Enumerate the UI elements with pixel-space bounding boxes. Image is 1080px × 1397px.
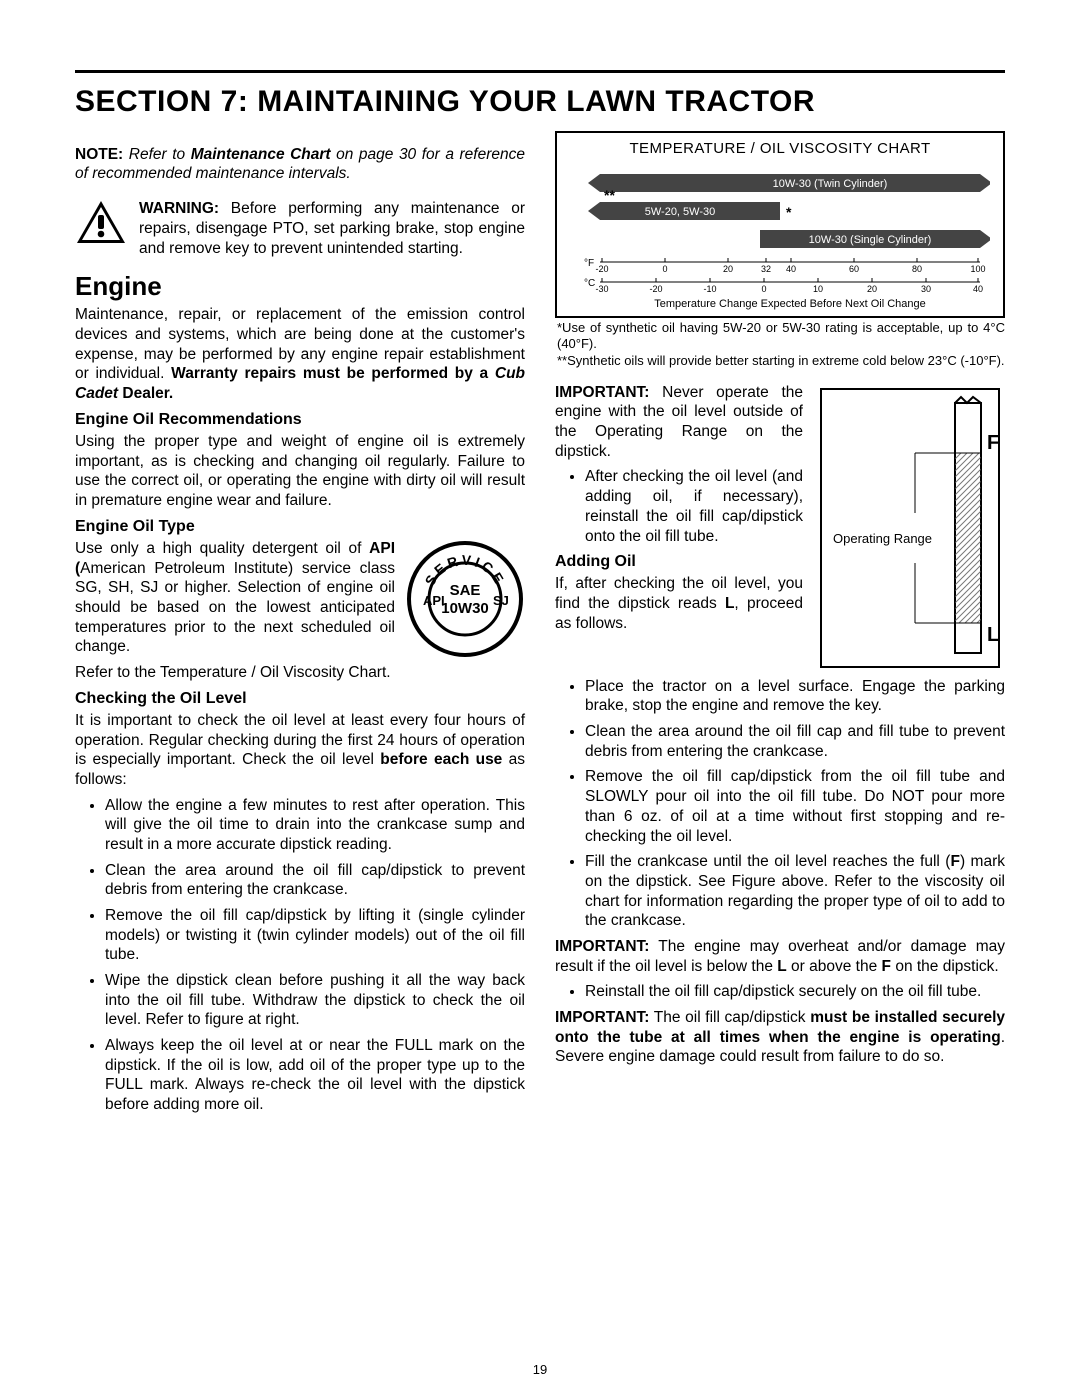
important-never-operate: IMPORTANT: Never operate the engine with… — [555, 383, 803, 462]
svg-text:32: 32 — [761, 264, 771, 274]
svg-text:5W-20, 5W-30: 5W-20, 5W-30 — [645, 206, 716, 218]
svg-text:30: 30 — [921, 284, 931, 294]
viscosity-chart-svg: 10W-30 (Twin Cylinder) 5W-20, 5W-30 * **… — [570, 164, 990, 314]
note-line: NOTE: Refer to Maintenance Chart on page… — [75, 145, 525, 184]
engine-intro: Maintenance, repair, or replacement of t… — [75, 305, 525, 403]
page-number: 19 — [0, 1362, 1080, 1377]
chart-title: TEMPERATURE / OIL VISCOSITY CHART — [563, 139, 997, 158]
dipstick-text-col: IMPORTANT: Never operate the engine with… — [555, 383, 803, 640]
list-item: Always keep the oil level at or near the… — [105, 1036, 525, 1115]
important-secure: IMPORTANT: The oil fill cap/dipstick mus… — [555, 1008, 1005, 1067]
svg-text:°C: °C — [584, 278, 595, 289]
oil-type-text: Use only a high quality detergent oil of… — [75, 539, 395, 657]
chart-footnotes: *Use of synthetic oil having 5W-20 or 5W… — [557, 320, 1005, 369]
list-item: Place the tractor on a level surface. En… — [585, 677, 1005, 716]
api-badge-icon: SERVICE API SJ SAE 10W30 — [405, 539, 525, 659]
adding-bullets: Place the tractor on a level surface. En… — [555, 677, 1005, 931]
dipstick-section: IMPORTANT: Never operate the engine with… — [555, 383, 1005, 673]
left-column: NOTE: Refer to Maintenance Chart on page… — [75, 129, 525, 1121]
svg-text:SJ: SJ — [493, 593, 509, 608]
svg-text:10W-30 (Single Cylinder): 10W-30 (Single Cylinder) — [809, 234, 932, 246]
check-bullets: Allow the engine a few minutes to rest a… — [75, 796, 525, 1115]
subhead-oil-type: Engine Oil Type — [75, 517, 525, 537]
list-item: Wipe the dipstick clean before pushing i… — [105, 971, 525, 1030]
svg-text:40: 40 — [786, 264, 796, 274]
list-item: Remove the oil fill cap/dipstick by lift… — [105, 906, 525, 965]
oil-type-after: Refer to the Temperature / Oil Viscosity… — [75, 663, 525, 683]
two-column-layout: NOTE: Refer to Maintenance Chart on page… — [75, 129, 1005, 1121]
warning-triangle-icon — [75, 199, 127, 245]
note-text: Refer to Maintenance Chart on page 30 fo… — [75, 146, 525, 183]
f-ticks: -20 0 20 32 40 60 80 100 — [595, 258, 985, 274]
svg-text:*: * — [786, 204, 792, 220]
svg-text:-20: -20 — [595, 264, 608, 274]
svg-text:°F: °F — [584, 258, 594, 269]
reinstall-list: Reinstall the oil fill cap/dipstick secu… — [555, 982, 1005, 1002]
section-title: SECTION 7: MAINTAINING YOUR LAWN TRACTOR — [75, 85, 1005, 119]
engine-heading: Engine — [75, 270, 525, 303]
subhead-adding: Adding Oil — [555, 552, 803, 572]
c-ticks: -30 -20 -10 0 10 20 30 40 — [595, 278, 983, 294]
list-item: Clean the area around the oil fill cap/d… — [105, 861, 525, 900]
svg-text:0: 0 — [761, 284, 766, 294]
svg-text:Temperature Change Expected Be: Temperature Change Expected Before Next … — [654, 298, 926, 310]
svg-text:40: 40 — [973, 284, 983, 294]
svg-text:20: 20 — [723, 264, 733, 274]
svg-text:F: F — [987, 432, 999, 454]
viscosity-chart: TEMPERATURE / OIL VISCOSITY CHART 10W-30… — [555, 131, 1005, 318]
oil-type-row: Use only a high quality detergent oil of… — [75, 539, 525, 663]
dipstick-figure: Operating Range F L — [815, 383, 1005, 673]
list-item: Remove the oil fill cap/dipstick from th… — [585, 767, 1005, 846]
after-check-list: After checking the oil level (and adding… — [555, 467, 803, 546]
right-column: TEMPERATURE / OIL VISCOSITY CHART 10W-30… — [555, 129, 1005, 1121]
svg-text:-10: -10 — [703, 284, 716, 294]
note-label: NOTE: — [75, 146, 123, 163]
top-rule — [75, 70, 1005, 73]
oil-rec-para: Using the proper type and weight of engi… — [75, 432, 525, 511]
svg-text:L: L — [987, 624, 999, 646]
list-item: Clean the area around the oil fill cap a… — [585, 722, 1005, 761]
important-overheat: IMPORTANT: The engine may overheat and/o… — [555, 937, 1005, 976]
warning-text: WARNING: Before performing any maintenan… — [139, 199, 525, 258]
svg-text:-20: -20 — [649, 284, 662, 294]
list-item: Fill the crankcase until the oil level r… — [585, 852, 1005, 931]
check-intro: It is important to check the oil level a… — [75, 711, 525, 790]
page: SECTION 7: MAINTAINING YOUR LAWN TRACTOR… — [0, 0, 1080, 1397]
svg-text:SAE: SAE — [450, 582, 481, 599]
svg-text:0: 0 — [662, 264, 667, 274]
svg-text:10W-30 (Twin Cylinder): 10W-30 (Twin Cylinder) — [773, 178, 888, 190]
subhead-oil-rec: Engine Oil Recommendations — [75, 410, 525, 430]
warning-block: WARNING: Before performing any maintenan… — [75, 199, 525, 258]
svg-text:**: ** — [604, 187, 615, 203]
svg-text:-30: -30 — [595, 284, 608, 294]
svg-text:100: 100 — [970, 264, 985, 274]
svg-text:Operating Range: Operating Range — [833, 531, 932, 546]
subhead-check: Checking the Oil Level — [75, 689, 525, 709]
list-item: Reinstall the oil fill cap/dipstick secu… — [585, 982, 1005, 1002]
svg-text:60: 60 — [849, 264, 859, 274]
svg-text:10W30: 10W30 — [441, 600, 489, 617]
svg-text:10: 10 — [813, 284, 823, 294]
adding-intro: If, after checking the oil level, you fi… — [555, 574, 803, 633]
list-item: After checking the oil level (and adding… — [585, 467, 803, 546]
svg-text:80: 80 — [912, 264, 922, 274]
svg-text:20: 20 — [867, 284, 877, 294]
list-item: Allow the engine a few minutes to rest a… — [105, 796, 525, 855]
